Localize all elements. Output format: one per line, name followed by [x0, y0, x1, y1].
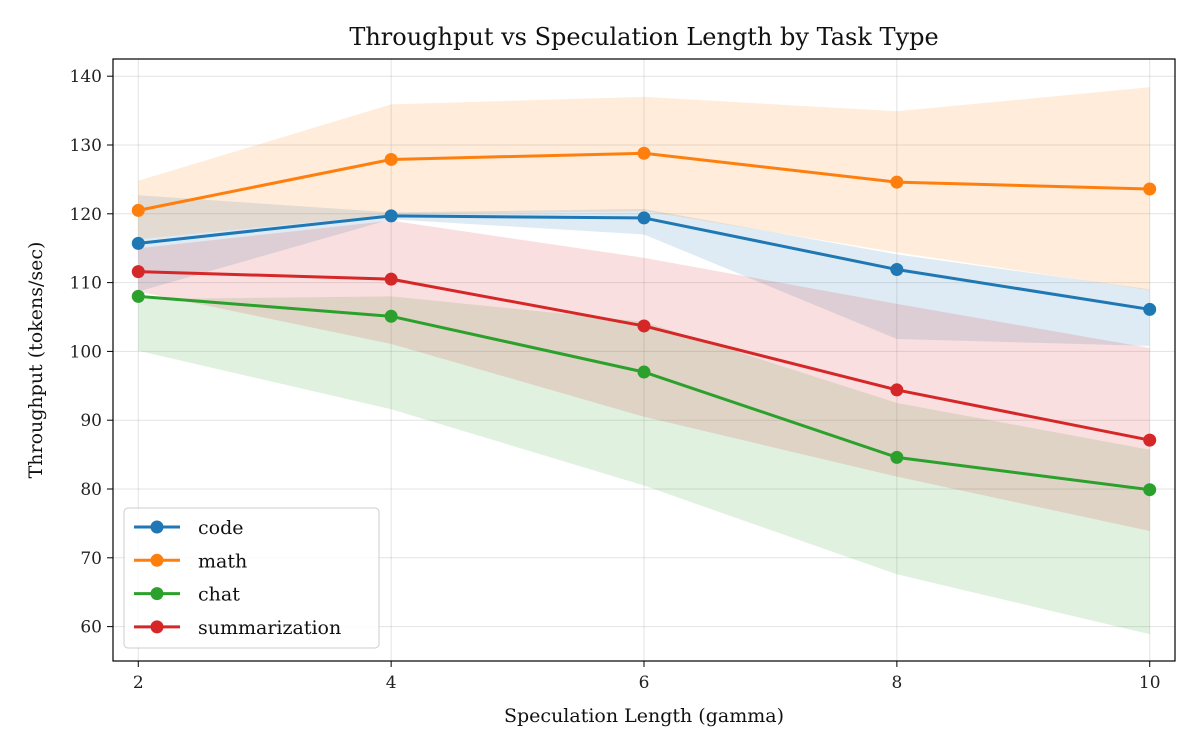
- y-tick-label: 90: [80, 411, 102, 431]
- point-code: [1143, 302, 1157, 316]
- point-chat: [890, 450, 904, 464]
- point-code: [637, 211, 651, 225]
- point-math: [131, 203, 145, 217]
- x-tick-label: 4: [386, 673, 397, 693]
- y-tick-label: 60: [80, 618, 102, 638]
- point-math: [1143, 182, 1157, 196]
- legend-label-math: math: [198, 550, 247, 572]
- legend: code math chat summarization: [123, 507, 380, 649]
- legend-marker-summarization: [150, 620, 164, 634]
- y-tick-label: 120: [70, 205, 102, 225]
- point-chat: [1143, 483, 1157, 497]
- chart-title: Throughput vs Speculation Length by Task…: [349, 23, 938, 51]
- band-code: [138, 195, 1150, 346]
- point-chat: [637, 365, 651, 379]
- point-chat: [384, 309, 398, 323]
- point-summarization: [890, 383, 904, 397]
- series-markers: [131, 146, 1157, 497]
- axis-ticks: 2 4 6 8 10 60 70 80 90 100 110 120 130 140: [70, 67, 1161, 693]
- x-tick-label: 8: [891, 673, 902, 693]
- legend-marker-math: [150, 553, 164, 567]
- band-chat: [138, 296, 1150, 635]
- x-tick-label: 2: [133, 673, 144, 693]
- point-summarization: [131, 265, 145, 279]
- point-math: [637, 146, 651, 160]
- y-tick-label: 70: [80, 549, 102, 569]
- band-math: [138, 87, 1150, 291]
- legend-label-chat: chat: [198, 584, 240, 606]
- y-tick-label: 80: [80, 480, 102, 500]
- y-tick-label: 140: [70, 67, 102, 87]
- legend-box: [123, 507, 380, 649]
- legend-marker-code: [150, 520, 164, 534]
- x-tick-label: 10: [1139, 673, 1161, 693]
- point-math: [890, 175, 904, 189]
- point-code: [384, 209, 398, 223]
- legend-marker-chat: [150, 587, 164, 601]
- legend-label-summarization: summarization: [198, 617, 341, 639]
- x-axis-label: Speculation Length (gamma): [504, 705, 784, 727]
- y-tick-label: 130: [70, 136, 102, 156]
- point-summarization: [1143, 433, 1157, 447]
- point-chat: [131, 289, 145, 303]
- legend-label-code: code: [198, 517, 244, 539]
- point-code: [131, 236, 145, 250]
- y-axis-label: Throughput (tokens/sec): [25, 242, 47, 479]
- x-tick-label: 6: [639, 673, 650, 693]
- point-summarization: [637, 319, 651, 333]
- point-code: [890, 263, 904, 277]
- y-tick-label: 100: [70, 342, 102, 362]
- point-summarization: [384, 272, 398, 286]
- point-math: [384, 152, 398, 166]
- y-tick-label: 110: [70, 274, 102, 294]
